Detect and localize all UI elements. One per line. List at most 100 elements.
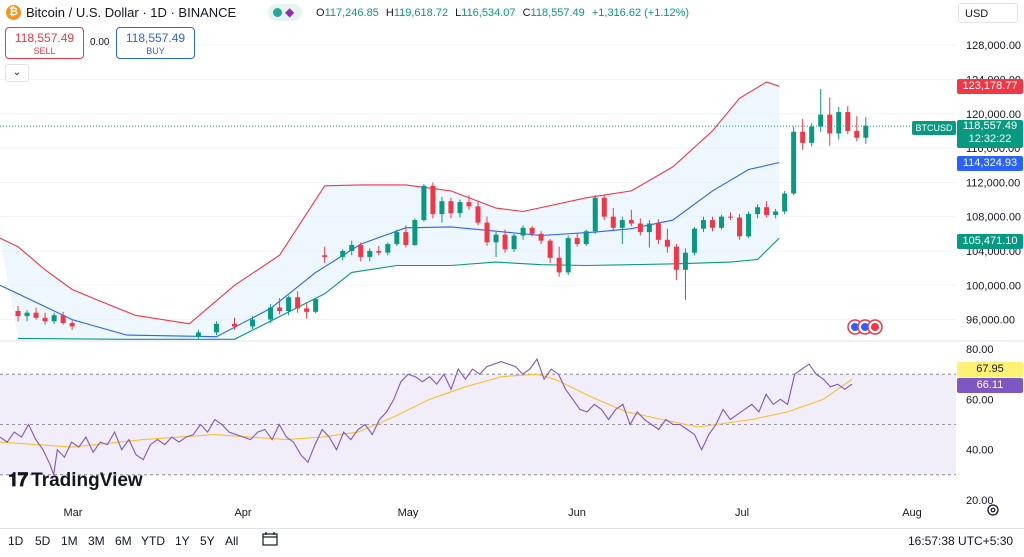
candle — [538, 231, 544, 245]
price-tick-label: 120,000.00 — [966, 109, 1021, 121]
candle — [421, 184, 427, 222]
buy-price: 118,557.49 — [125, 31, 186, 45]
ohlc-h-label: H — [385, 7, 394, 19]
rsi-pane: 20.00 40.00 60.00 80.00 — [0, 344, 994, 507]
candle — [655, 219, 661, 245]
time-tick-label: Jul — [735, 507, 749, 519]
main-pane: 96,000.00100,000.00104,000.00108,000.001… — [0, 40, 1021, 340]
candle-body — [719, 216, 725, 228]
candle-body — [295, 297, 301, 309]
candle-body — [60, 315, 66, 323]
candle-body — [529, 227, 535, 234]
candle — [322, 246, 328, 263]
spread-value: 0.00 — [90, 37, 110, 48]
price-chart[interactable]: 96,000.00100,000.00104,000.00108,000.001… — [0, 0, 1024, 528]
time-tick-label: Apr — [234, 507, 251, 519]
candle — [827, 97, 833, 146]
candle-body — [664, 239, 670, 247]
candle — [628, 209, 634, 227]
sell-label: SELL — [33, 46, 56, 56]
candle — [33, 307, 39, 320]
candle — [277, 298, 283, 315]
tf-5d[interactable]: 5D — [35, 534, 51, 548]
candle-body — [520, 227, 526, 236]
candle-body — [601, 197, 607, 217]
candle — [24, 310, 30, 322]
buy-label: BUY — [146, 46, 165, 56]
candle-body — [340, 250, 346, 257]
tf-5y[interactable]: 5Y — [200, 534, 215, 548]
candle — [691, 226, 697, 256]
candle-body — [51, 315, 57, 322]
candle-body — [268, 307, 274, 320]
candle — [682, 248, 688, 300]
candle-body — [682, 252, 688, 270]
candle — [556, 246, 562, 277]
tf-ytd[interactable]: YTD — [141, 534, 165, 548]
candle-body — [250, 319, 256, 327]
candle — [574, 233, 580, 247]
upper-band-label: 123,178.77 — [957, 79, 1023, 94]
last-price-label: 118,557.49 12:32:22 — [957, 120, 1023, 148]
candle-body — [313, 298, 319, 312]
bitcoin-icon: ₿ — [6, 5, 21, 20]
candle-body — [673, 246, 679, 270]
candle — [755, 204, 761, 219]
ohlc-c-label: C — [522, 7, 531, 19]
candle — [286, 295, 292, 316]
candle-body — [358, 244, 364, 257]
tf-3m[interactable]: 3M — [88, 534, 105, 548]
time-tick-label: Jun — [568, 507, 586, 519]
candle-body — [700, 220, 706, 229]
candle — [502, 229, 508, 253]
tf-6m[interactable]: 6M — [115, 534, 132, 548]
candle — [313, 298, 319, 314]
candle-body — [33, 312, 39, 318]
candle — [791, 126, 797, 196]
main-grid — [0, 44, 956, 321]
tradingview-logo-icon: 𝟏𝟕 — [8, 470, 28, 491]
candle-body — [448, 201, 454, 214]
events-flag-icon[interactable] — [845, 318, 885, 336]
candle-body — [691, 228, 697, 253]
candle — [15, 305, 21, 322]
candle — [493, 232, 499, 257]
candle — [349, 240, 355, 256]
candle — [737, 214, 743, 240]
symbol-title[interactable]: Bitcoin / U.S. Dollar · 1D · BINANCE — [26, 5, 237, 20]
candle — [673, 244, 679, 281]
currency-select[interactable]: USD — [958, 3, 1018, 23]
candle-body — [809, 126, 815, 143]
candle-body — [827, 114, 833, 134]
candle — [394, 229, 400, 246]
calendar-icon[interactable] — [262, 532, 278, 546]
lower-band-label: 105,471.10 — [957, 234, 1023, 249]
candle-body — [304, 308, 310, 312]
bollinger-upper-line — [0, 81, 780, 325]
candle-body — [854, 130, 860, 138]
buy-button[interactable]: 118,557.49 BUY — [116, 27, 195, 59]
candle — [709, 216, 715, 232]
candle-body — [845, 112, 851, 131]
tf-all[interactable]: All — [225, 534, 239, 548]
ohlc-close: 118,557.49 — [530, 7, 585, 19]
candle — [511, 233, 517, 252]
candle — [466, 195, 472, 210]
chevron-down-icon[interactable]: ⌄ — [5, 64, 29, 82]
candle — [547, 238, 553, 263]
candle-body — [367, 250, 373, 257]
candle — [637, 218, 643, 236]
candle — [773, 208, 779, 219]
gear-icon[interactable] — [986, 503, 1000, 517]
tf-1y[interactable]: 1Y — [175, 534, 190, 548]
candle — [231, 317, 237, 330]
indicator-toggle-icon[interactable]: ◆ — [268, 4, 302, 21]
candle-body — [457, 202, 463, 214]
tf-1m[interactable]: 1M — [61, 534, 78, 548]
candle-body — [475, 206, 481, 223]
sell-button[interactable]: 118,557.49 SELL — [5, 27, 84, 59]
candle-body — [836, 112, 842, 134]
candle-body — [574, 238, 580, 245]
tf-1d[interactable]: 1D — [8, 534, 24, 548]
candle-body — [195, 332, 201, 337]
